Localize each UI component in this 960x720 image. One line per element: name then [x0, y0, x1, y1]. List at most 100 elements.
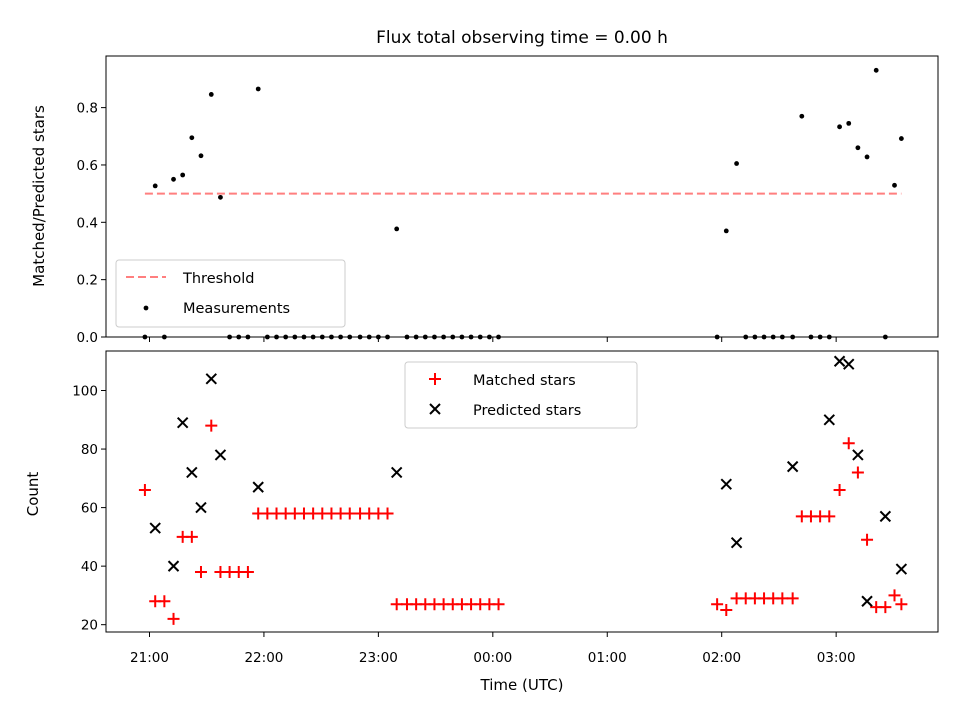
- matched-star-point: [167, 612, 180, 625]
- matched-star-point: [879, 601, 892, 614]
- ratio-panel-ticks: 0.0 0.2 0.4 0.6 0.8: [77, 101, 837, 346]
- count-ytick-label: 100: [72, 384, 98, 400]
- count-xtick-label: 01:00: [588, 650, 627, 666]
- count-xtick-label: 02:00: [702, 650, 741, 666]
- threshold-legend-label: Threshold: [182, 271, 254, 287]
- ratio-ytick-label: 0.4: [77, 215, 98, 231]
- count-xtick-label: 21:00: [130, 650, 169, 666]
- matched-legend-marker: [429, 373, 441, 385]
- matched-star-point: [851, 466, 864, 479]
- matched-star-point: [241, 565, 254, 578]
- predicted-star-point: [720, 478, 732, 490]
- predicted-star-point: [786, 460, 799, 473]
- measurement-point: [846, 120, 852, 126]
- predicted-star-point: [861, 595, 873, 607]
- matched-star-point: [185, 530, 198, 543]
- chart-title: Flux total observing time = 0.00 h: [376, 28, 668, 48]
- matched-star-point: [776, 592, 789, 605]
- matched-star-point: [833, 484, 846, 497]
- predicted-star-point: [167, 560, 180, 572]
- matched-star-point: [205, 419, 218, 432]
- count-panel-series: [138, 355, 908, 625]
- measurement-point: [799, 113, 805, 119]
- ratio-panel-frame: [105, 55, 939, 338]
- ratio-axis-label: Matched/Predicted stars: [30, 105, 48, 287]
- count-ytick-label: 80: [81, 442, 98, 458]
- count-ytick-label: 20: [81, 618, 98, 634]
- measurement-point: [152, 183, 158, 189]
- predicted-star-point: [730, 537, 743, 549]
- matched-star-point: [823, 510, 836, 523]
- count-panel: 20 40 60 80 100 21:00 22:00 23:00 00:00 01:00 02:0…: [24, 350, 939, 694]
- count-xtick-label: 00:00: [473, 650, 512, 666]
- measurements-legend-marker: [143, 305, 149, 311]
- ratio-panel: 0.00.20.40.60.8 Matched/Predicted stars …: [30, 55, 939, 346]
- measurement-point: [171, 176, 176, 182]
- predicted-legend-marker: [429, 403, 441, 415]
- count-panel-frame: [105, 350, 939, 633]
- ratio-ytick-label: 0.2: [77, 273, 98, 289]
- measurement-point: [218, 194, 223, 200]
- measurements-legend-label: Measurements: [183, 301, 290, 317]
- count-xtick-label: 22:00: [244, 650, 283, 666]
- measurement-point: [837, 124, 842, 130]
- matched-star-point: [786, 592, 799, 605]
- measurement-point: [208, 92, 214, 97]
- predicted-star-point: [149, 522, 161, 534]
- predicted-star-point: [895, 563, 908, 575]
- measurement-point: [898, 136, 904, 141]
- count-ytick-label: 60: [81, 501, 98, 517]
- matched-star-point: [158, 595, 171, 608]
- time-axis-label: Time (UTC): [480, 676, 564, 694]
- measurement-point: [873, 67, 879, 73]
- ratio-legend-box: [115, 259, 346, 328]
- count-legend: Matched stars Predicted stars: [404, 361, 638, 429]
- predicted-star-point: [252, 481, 264, 493]
- measurement-point: [189, 135, 195, 141]
- predicted-star-point: [195, 501, 207, 514]
- ratio-legend: Threshold Measurements: [115, 259, 346, 328]
- count-xtick-label: 23:00: [359, 650, 398, 666]
- matched-star-point: [381, 507, 394, 520]
- predicted-star-point: [176, 417, 189, 429]
- predicted-star-point: [879, 510, 892, 523]
- measurement-point: [734, 161, 739, 166]
- predicted-star-point: [390, 466, 403, 479]
- measurement-point: [892, 182, 897, 188]
- ratio-ytick-label: 0.0: [77, 330, 98, 346]
- matched-star-point: [842, 437, 855, 450]
- matched-star-point: [861, 533, 874, 546]
- matched-star-point: [194, 565, 207, 578]
- measurement-point: [255, 86, 261, 92]
- predicted-star-point: [214, 449, 227, 461]
- count-panel-ticks: 20 40 60 80 100 21:00 22:00 23:00 00:00 01:00 02:0…: [72, 384, 855, 666]
- matched-legend-label: Matched stars: [473, 373, 576, 389]
- predicted-star-point: [823, 414, 835, 426]
- matched-star-point: [492, 598, 505, 611]
- matched-star-point: [888, 589, 901, 602]
- measurement-point: [394, 226, 400, 232]
- matched-star-point: [720, 604, 733, 617]
- measurement-point: [723, 228, 729, 234]
- count-xtick-label: 03:00: [817, 650, 856, 666]
- measurement-point: [864, 154, 870, 160]
- predicted-star-point: [186, 466, 198, 479]
- measurement-point: [180, 172, 186, 178]
- count-legend-box: [404, 361, 638, 429]
- matched-star-point: [895, 598, 908, 611]
- predicted-star-point: [833, 355, 846, 367]
- predicted-star-point: [843, 358, 855, 370]
- predicted-star-point: [852, 449, 864, 461]
- count-axis-label: Count: [24, 472, 42, 517]
- ratio-ytick-label: 0.6: [77, 158, 98, 174]
- matched-star-point: [711, 598, 724, 611]
- matched-star-point: [138, 484, 151, 497]
- predicted-legend-label: Predicted stars: [473, 403, 581, 419]
- predicted-star-point: [205, 373, 217, 385]
- ratio-ytick-label: 0.8: [77, 101, 98, 117]
- count-ytick-label: 40: [81, 559, 98, 575]
- measurement-point: [198, 153, 204, 159]
- matched-star-point: [390, 598, 403, 611]
